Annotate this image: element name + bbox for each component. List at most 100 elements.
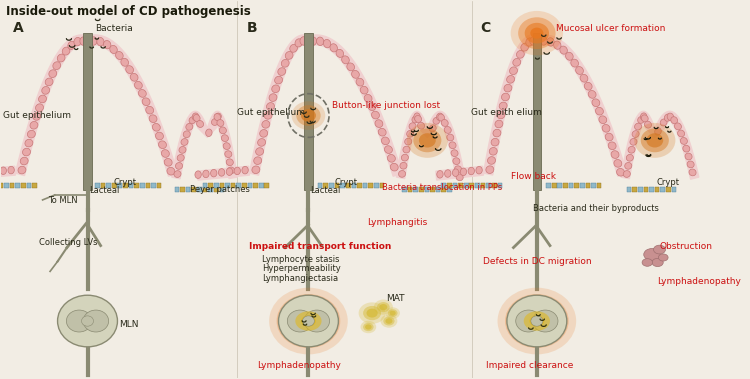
Ellipse shape: [390, 311, 396, 315]
Ellipse shape: [74, 38, 81, 46]
Text: Lymphocyte stasis: Lymphocyte stasis: [262, 255, 339, 263]
Ellipse shape: [438, 114, 445, 121]
Ellipse shape: [598, 116, 607, 124]
Ellipse shape: [225, 151, 232, 158]
Ellipse shape: [385, 146, 392, 153]
Ellipse shape: [652, 258, 663, 266]
Ellipse shape: [677, 130, 685, 137]
Bar: [95, 183, 100, 188]
Ellipse shape: [689, 169, 696, 176]
Ellipse shape: [401, 154, 409, 161]
Ellipse shape: [412, 116, 419, 123]
Bar: [242, 183, 247, 188]
Ellipse shape: [547, 38, 554, 46]
Bar: [546, 183, 551, 188]
Ellipse shape: [626, 154, 634, 161]
Ellipse shape: [405, 138, 412, 145]
Polygon shape: [197, 166, 250, 180]
Ellipse shape: [641, 115, 648, 122]
Ellipse shape: [602, 124, 610, 132]
Ellipse shape: [532, 310, 558, 332]
Ellipse shape: [252, 166, 260, 174]
Bar: [408, 187, 413, 192]
Text: Lymphadenopathy: Lymphadenopathy: [657, 277, 740, 287]
Ellipse shape: [646, 133, 663, 147]
Ellipse shape: [456, 174, 464, 181]
Text: B: B: [247, 21, 257, 35]
Text: Defects in DC migration: Defects in DC migration: [484, 257, 592, 266]
Ellipse shape: [491, 138, 499, 146]
Bar: [655, 187, 659, 192]
Bar: [134, 183, 139, 188]
Ellipse shape: [449, 142, 456, 149]
Bar: [123, 183, 128, 188]
Text: Bacteria translocation in PPs: Bacteria translocation in PPs: [382, 183, 502, 192]
Ellipse shape: [687, 161, 694, 168]
Bar: [458, 183, 463, 188]
Ellipse shape: [488, 157, 496, 164]
Ellipse shape: [360, 86, 368, 94]
Bar: [363, 183, 368, 188]
Bar: [202, 187, 207, 192]
Ellipse shape: [576, 67, 584, 74]
Ellipse shape: [571, 59, 578, 67]
Ellipse shape: [524, 311, 550, 331]
Ellipse shape: [436, 171, 443, 178]
Ellipse shape: [386, 307, 400, 319]
Ellipse shape: [638, 116, 644, 123]
Ellipse shape: [530, 37, 537, 45]
Ellipse shape: [177, 155, 184, 161]
Ellipse shape: [451, 150, 458, 157]
Ellipse shape: [38, 95, 46, 103]
Ellipse shape: [20, 157, 28, 165]
Ellipse shape: [278, 68, 286, 75]
Bar: [346, 183, 350, 188]
Bar: [152, 183, 156, 188]
Bar: [402, 187, 406, 192]
Ellipse shape: [189, 117, 196, 124]
Ellipse shape: [224, 143, 230, 149]
Ellipse shape: [588, 91, 596, 98]
Ellipse shape: [614, 160, 622, 167]
Ellipse shape: [161, 150, 170, 157]
Ellipse shape: [277, 294, 340, 348]
Ellipse shape: [655, 128, 662, 135]
Bar: [180, 187, 184, 192]
Text: Bacteria: Bacteria: [95, 24, 133, 33]
Ellipse shape: [18, 166, 26, 174]
Bar: [436, 187, 440, 192]
Ellipse shape: [217, 119, 224, 127]
Ellipse shape: [196, 121, 203, 127]
Ellipse shape: [497, 288, 576, 354]
Ellipse shape: [221, 135, 229, 141]
Bar: [231, 183, 236, 188]
Ellipse shape: [301, 109, 316, 122]
Bar: [413, 187, 418, 192]
Ellipse shape: [302, 316, 314, 326]
Ellipse shape: [126, 66, 134, 74]
Ellipse shape: [316, 37, 324, 45]
Ellipse shape: [566, 52, 573, 60]
Ellipse shape: [264, 111, 272, 119]
Ellipse shape: [380, 304, 387, 310]
Ellipse shape: [300, 37, 307, 45]
Ellipse shape: [406, 130, 414, 137]
Ellipse shape: [67, 310, 92, 332]
Bar: [632, 187, 637, 192]
Text: Gut epithelium: Gut epithelium: [237, 108, 305, 117]
Ellipse shape: [668, 113, 674, 121]
Ellipse shape: [292, 101, 326, 130]
Ellipse shape: [398, 171, 406, 177]
Ellipse shape: [242, 166, 248, 174]
Ellipse shape: [346, 63, 355, 71]
Ellipse shape: [342, 56, 350, 64]
Bar: [197, 187, 202, 192]
Bar: [532, 33, 541, 190]
Ellipse shape: [368, 103, 376, 111]
Ellipse shape: [152, 124, 160, 131]
Ellipse shape: [35, 104, 44, 111]
Bar: [650, 187, 654, 192]
Text: MLN: MLN: [119, 319, 139, 329]
Ellipse shape: [682, 145, 690, 152]
Bar: [214, 187, 218, 192]
